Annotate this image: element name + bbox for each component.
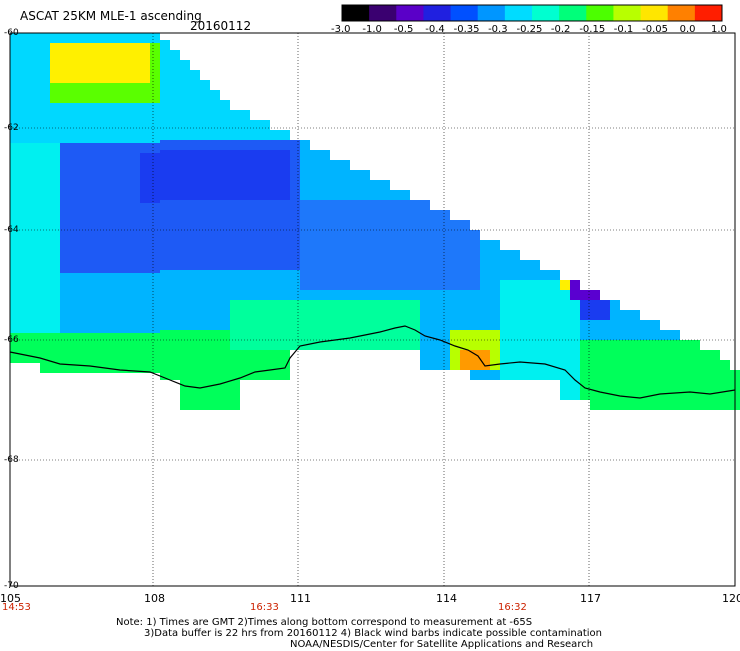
colorbar-label: -0.25 — [516, 24, 543, 35]
lon-label: 105 — [0, 592, 21, 605]
colorbar-label: -0.15 — [579, 24, 606, 35]
lat-label: -68 — [4, 455, 19, 465]
colorbar-label: -0.3 — [488, 24, 508, 35]
footer-credit: NOAA/NESDIS/Center for Satellite Applica… — [290, 639, 594, 650]
colorbar-label: -0.5 — [393, 24, 414, 35]
lat-label: -66 — [4, 335, 19, 345]
colorbar-swatch — [369, 5, 397, 21]
colorbar-swatch — [694, 5, 723, 21]
lon-label: 111 — [290, 592, 311, 605]
lat-label: -60 — [4, 28, 19, 38]
map-date: 20160112 — [190, 19, 252, 33]
colorbar-swatch — [532, 5, 560, 21]
colorbar-label: 1.0 — [711, 24, 727, 35]
colorbar-label: 0.0 — [679, 24, 696, 35]
colorbar-label: -3.0 — [331, 24, 351, 35]
footer-note: 3)Data buffer is 22 hrs from 20160112 4)… — [144, 628, 602, 639]
data-swath — [10, 33, 740, 410]
lat-label: -62 — [4, 123, 19, 133]
colorbar — [342, 5, 723, 21]
colorbar-swatch — [342, 5, 370, 21]
colorbar-swatch — [667, 5, 696, 21]
colorbar-frame — [341, 4, 723, 22]
colorbar-swatch — [423, 5, 452, 21]
colorbar-swatch — [559, 5, 587, 21]
colorbar-swatch — [396, 5, 424, 21]
lat-label: -64 — [4, 225, 19, 235]
map-title: ASCAT 25KM MLE-1 ascending — [20, 9, 202, 23]
colorbar-label: -0.4 — [425, 24, 445, 35]
colorbar-swatch — [504, 5, 533, 21]
time-label: 14:53 — [2, 602, 31, 613]
lon-label: 114 — [436, 592, 457, 605]
colorbar-label: -1.0 — [362, 24, 382, 35]
colorbar-swatch — [450, 5, 479, 21]
time-label: 16:33 — [250, 602, 279, 613]
map-grid — [10, 33, 735, 586]
colorbar-swatch — [586, 5, 614, 21]
colorbar-swatch — [477, 5, 506, 21]
colorbar-label: -0.05 — [642, 24, 669, 35]
colorbar-label: -0.35 — [453, 24, 480, 35]
map-frame — [9, 32, 736, 587]
time-label: 16:32 — [498, 602, 527, 613]
lon-label: 117 — [580, 592, 601, 605]
coastline — [9, 325, 736, 399]
colorbar-swatch — [640, 5, 669, 21]
colorbar-label: -0.1 — [613, 24, 634, 35]
colorbar-label: -0.2 — [550, 24, 571, 35]
lon-label: 108 — [144, 592, 165, 605]
footer-note: Note: 1) Times are GMT 2)Times along bot… — [116, 617, 533, 628]
lat-label: -70 — [4, 581, 19, 591]
lon-label: 120 — [722, 592, 740, 605]
colorbar-swatch — [613, 5, 642, 21]
